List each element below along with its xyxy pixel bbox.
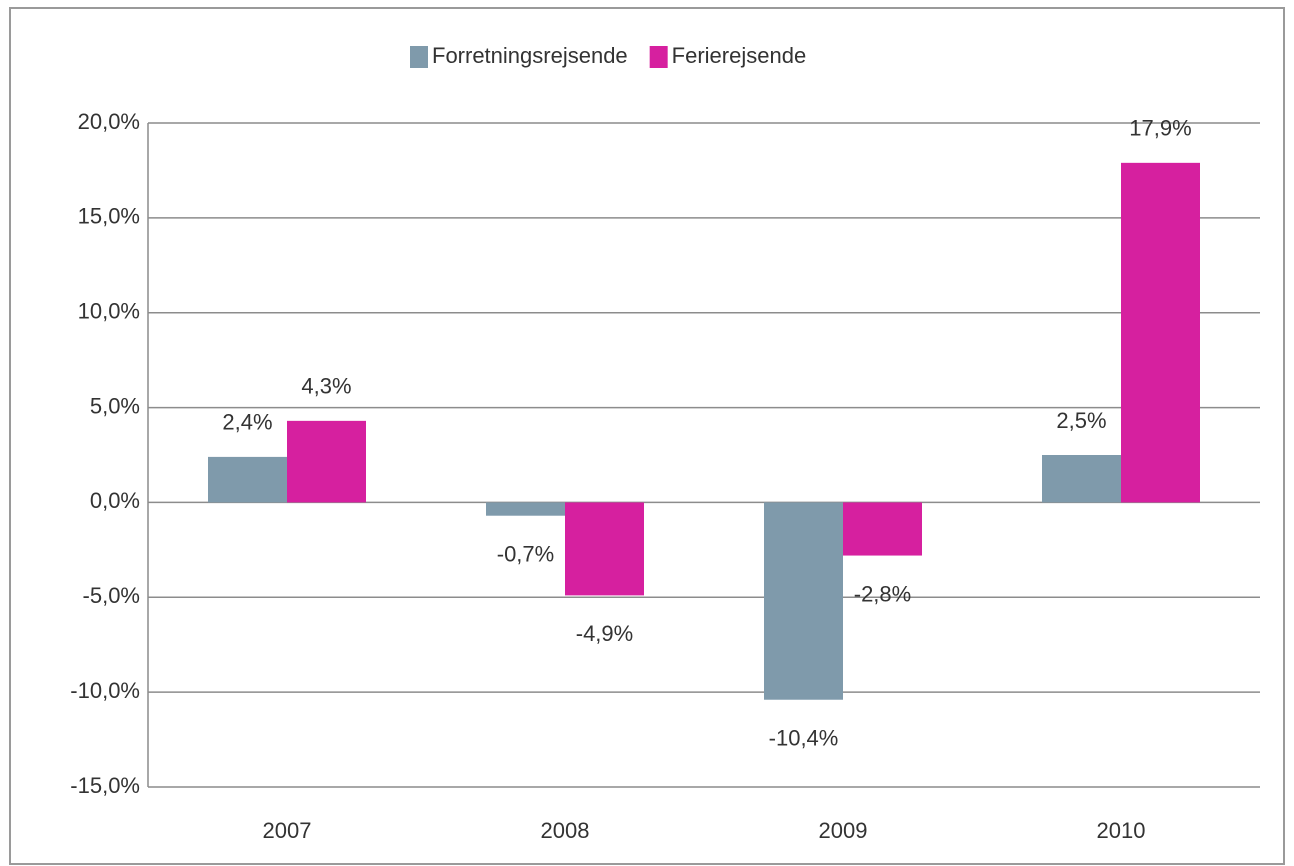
bar [764,502,843,700]
y-tick-label: -15,0% [70,773,140,798]
y-tick-label: 10,0% [78,299,140,324]
y-tick-label: 0,0% [90,488,140,513]
x-tick-label: 2007 [263,818,312,843]
x-tick-label: 2010 [1097,818,1146,843]
y-tick-label: -10,0% [70,678,140,703]
frame [9,7,1285,865]
y-tick-label: 5,0% [90,393,140,418]
value-label: -0,7% [497,542,554,567]
x-tick-label: 2009 [819,818,868,843]
value-label: -4,9% [576,621,633,646]
value-label: 17,9% [1129,116,1191,141]
bar [486,502,565,516]
value-label: -10,4% [769,726,839,751]
y-tick-label: 15,0% [78,204,140,229]
bar [843,502,922,556]
value-label: 4,3% [301,374,351,399]
y-tick-label: -5,0% [83,583,140,608]
legend-label: Forretningsrejsende [432,43,628,68]
bar [208,456,287,503]
bar [1042,455,1121,503]
value-label: 2,4% [222,410,272,435]
y-tick-label: 20,0% [78,109,140,134]
bar [1121,162,1200,503]
legend-label: Ferierejsende [672,43,807,68]
value-label: -2,8% [854,581,911,606]
value-label: 2,5% [1056,408,1106,433]
bar [287,420,366,503]
x-tick-label: 2008 [541,818,590,843]
bar [565,502,644,596]
legend-swatch [649,46,668,68]
legend-swatch [410,46,428,68]
